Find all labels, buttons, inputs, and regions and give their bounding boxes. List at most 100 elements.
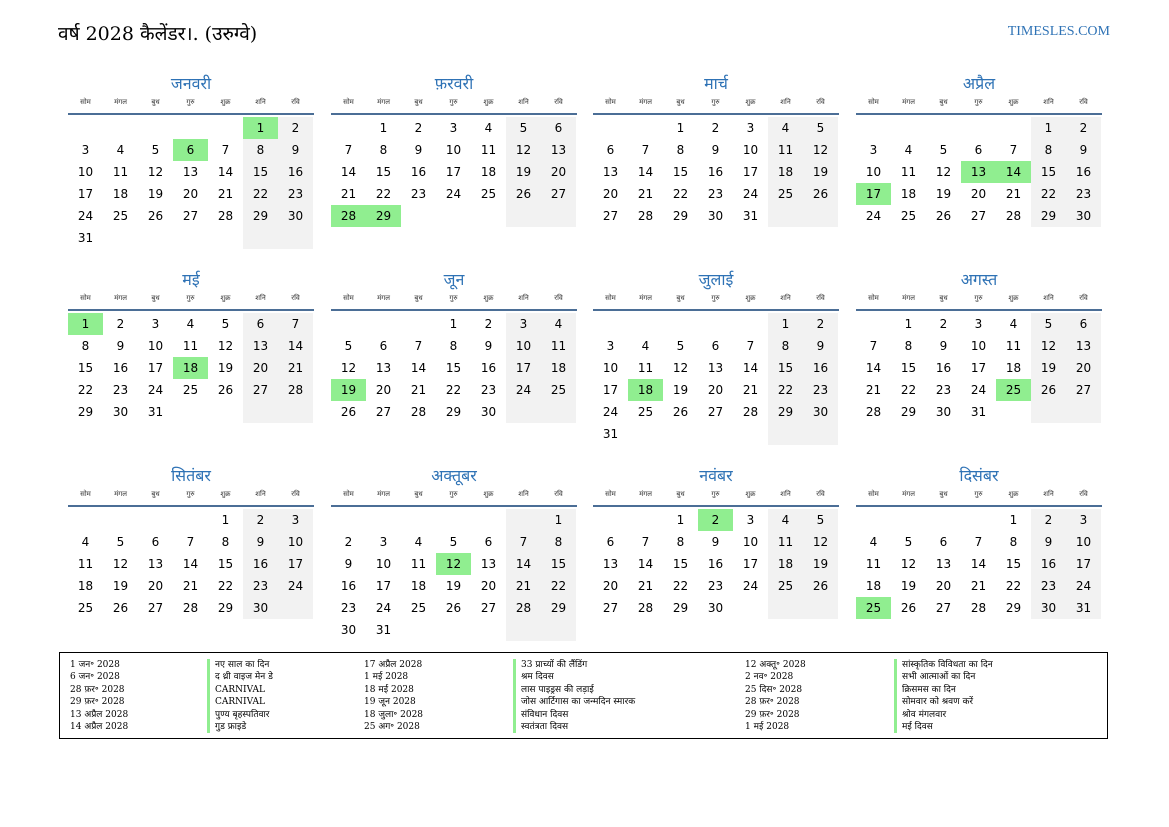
empty-cell [698, 423, 733, 445]
day-cell: 8 [904, 339, 913, 353]
day-cell: 21 [340, 187, 357, 201]
day-cell: 26 [803, 183, 838, 205]
day-cell: 25 [900, 209, 917, 223]
empty-cell [768, 597, 803, 619]
empty-cell [471, 205, 506, 227]
day-cell: 31 [742, 209, 759, 223]
day-cell: 11 [541, 335, 576, 357]
day-cell: 29 [445, 405, 462, 419]
day-cell: 31 [1066, 597, 1101, 619]
day-cell: 1 [904, 317, 913, 331]
empty-cell [471, 619, 506, 641]
day-cell: 23 [707, 187, 724, 201]
day-cell: 26 [1031, 379, 1066, 401]
empty-cell [733, 597, 768, 619]
day-cell: 15 [900, 361, 917, 375]
day-cell: 10 [278, 531, 313, 553]
empty-cell [506, 401, 541, 423]
day-cell: 24 [506, 379, 541, 401]
day-cell: 9 [243, 531, 278, 553]
day-cell: 10 [445, 143, 462, 157]
header-rule [593, 309, 839, 311]
day-cell: 22 [768, 379, 803, 401]
legend-holiday: मई दिवस [894, 720, 993, 734]
day-grid: 1 2 3 4 5 6 7 8 9 10 11 12 13 14 15 16 17 18 19 20 21 22 23 24 2… [856, 509, 1102, 619]
weekday-label: मंगल [902, 98, 915, 106]
day-cell: 18 [410, 579, 427, 593]
day-cell: 28 [217, 209, 234, 223]
empty-cell [138, 117, 173, 139]
empty-cell [208, 227, 243, 249]
day-cell: 21 [970, 579, 987, 593]
legend-date: 18 जुला॰ 2028 [364, 709, 424, 720]
empty-cell [961, 117, 996, 139]
day-cell: 3 [151, 317, 160, 331]
day-cell: 28 [742, 405, 759, 419]
day-cell: 23 [935, 383, 952, 397]
empty-cell [471, 509, 506, 531]
legend-holiday: संविधान दिवस [513, 708, 635, 721]
weekday-label: रवि [291, 490, 300, 498]
day-cell: 18 [865, 579, 882, 593]
day-cell: 15 [672, 557, 689, 571]
day-cell: 21 [637, 187, 654, 201]
empty-cell [856, 313, 891, 335]
day-cell: 30 [480, 405, 497, 419]
empty-cell [68, 509, 103, 531]
weekday-label: रवि [816, 490, 825, 498]
legend-date: 28 फ़र॰ 2028 [70, 684, 125, 695]
day-cell: 7 [344, 143, 353, 157]
day-cell: 4 [186, 317, 195, 331]
day-cell: 15 [217, 557, 234, 571]
weekday-label: सोम [605, 294, 616, 302]
empty-cell [856, 117, 891, 139]
day-cell: 17 [77, 187, 94, 201]
empty-cell [331, 509, 366, 531]
day-cell: 28 [865, 405, 882, 419]
weekday-label: सोम [343, 294, 354, 302]
weekday-label: मंगल [114, 294, 127, 302]
weekday-label: रवि [554, 490, 563, 498]
day-cell: 18 [900, 187, 917, 201]
day-cell: 19 [900, 579, 917, 593]
day-cell: 15 [672, 165, 689, 179]
legend-holiday: गुड फ्राइडे [207, 720, 273, 734]
day-cell: 31 [602, 427, 619, 441]
empty-cell [436, 205, 471, 227]
day-cell: 9 [414, 143, 423, 157]
day-cell: 10 [77, 165, 94, 179]
day-cell: 20 [480, 579, 497, 593]
day-cell: 25 [768, 575, 803, 597]
day-cell: 17 [742, 557, 759, 571]
day-cell: 24 [742, 579, 759, 593]
empty-cell [506, 205, 541, 227]
weekday-label: गुरु [974, 294, 983, 302]
day-cell: 15 [768, 357, 803, 379]
day-cell: 4 [116, 143, 125, 157]
empty-cell [401, 313, 436, 335]
day-cell: 22 [77, 383, 94, 397]
day-cell: 16 [707, 557, 724, 571]
empty-cell [278, 227, 313, 249]
day-cell: 3 [746, 513, 755, 527]
day-cell: 4 [869, 535, 878, 549]
weekday-label: बुध [151, 490, 160, 498]
day-cell: 7 [641, 535, 650, 549]
day-cell: 16 [340, 579, 357, 593]
day-cell: 29 [1031, 205, 1066, 227]
legend-col2-names: 33 प्राच्यों की लैंडिंग श्रम दिवस लास पा… [513, 659, 635, 734]
day-cell: 1 [541, 509, 576, 531]
month-name: जनवरी [170, 74, 212, 93]
empty-cell [138, 227, 173, 249]
day-cell: 21 [637, 579, 654, 593]
day-cell: 20 [147, 579, 164, 593]
day-cell: 14 [506, 553, 541, 575]
day-cell: 13 [961, 161, 996, 183]
site-link[interactable]: TIMESLES.COM [1007, 24, 1110, 39]
weekday-label: बुध [939, 294, 948, 302]
weekday-label: बुध [939, 490, 948, 498]
day-cell: 28 [506, 597, 541, 619]
empty-cell [243, 401, 278, 423]
weekday-header: सोम मंगल बुध गुरु शुक्र शनि रवि [331, 490, 577, 503]
day-cell: 26 [935, 209, 952, 223]
